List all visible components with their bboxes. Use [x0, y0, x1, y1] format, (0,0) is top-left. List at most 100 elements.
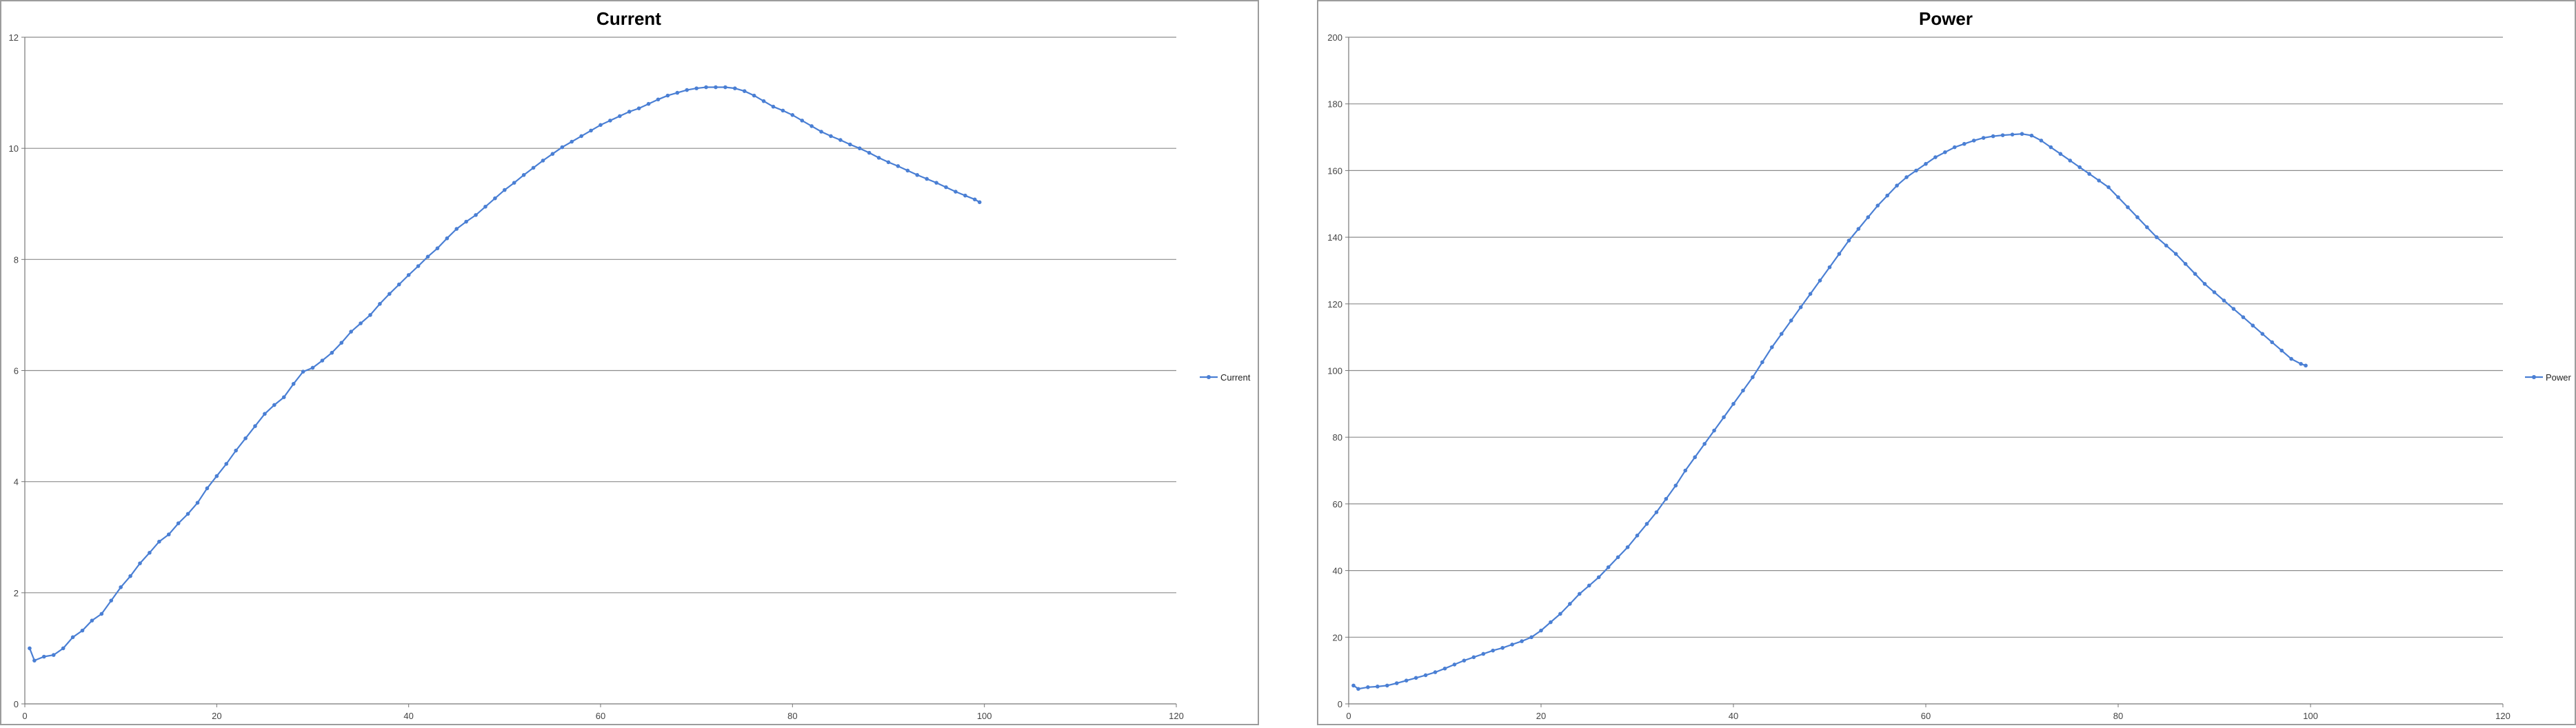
data-point: [464, 219, 468, 224]
data-point: [1779, 332, 1784, 336]
data-point: [1798, 305, 1803, 310]
data-point: [1924, 161, 1928, 166]
data-point: [214, 474, 219, 478]
data-point: [2106, 185, 2111, 190]
data-point: [1971, 139, 1976, 143]
data-point: [2135, 215, 2140, 219]
data-point: [1385, 683, 1389, 688]
data-point: [896, 164, 900, 168]
y-tick-label: 6: [14, 366, 19, 376]
data-point: [234, 448, 238, 453]
data-point: [1423, 673, 1428, 678]
data-point: [627, 110, 632, 114]
data-point: [1635, 534, 1640, 538]
data-point: [2010, 132, 2015, 136]
data-point: [1654, 510, 1659, 514]
data-point: [138, 561, 142, 565]
x-tick-label: 0: [22, 711, 27, 721]
data-point: [512, 181, 516, 185]
data-point: [301, 370, 305, 374]
data-point: [1491, 648, 1496, 653]
x-tick-label: 80: [2113, 711, 2123, 721]
data-point: [2145, 225, 2149, 230]
data-point: [636, 106, 641, 110]
data-point: [1933, 155, 1938, 159]
data-point: [1529, 635, 1533, 640]
data-point: [253, 424, 257, 428]
data-point: [867, 150, 872, 155]
data-point: [1943, 150, 1947, 154]
data-point: [1351, 683, 1356, 688]
y-tick-label: 0: [14, 699, 19, 709]
data-point: [2029, 133, 2034, 138]
data-point: [1904, 175, 1909, 179]
data-point: [281, 395, 286, 399]
data-point: [742, 89, 747, 93]
data-point: [646, 101, 651, 106]
data-point: [2251, 323, 2255, 328]
data-point: [454, 227, 459, 231]
data-point: [2270, 340, 2274, 345]
data-point: [359, 321, 363, 325]
data-point: [2164, 243, 2169, 247]
data-point: [2241, 315, 2246, 319]
data-point: [90, 618, 94, 623]
data-point: [503, 188, 507, 192]
y-tick-label: 12: [9, 32, 19, 43]
data-point: [32, 658, 37, 663]
data-point: [1568, 602, 1572, 606]
data-point: [1433, 670, 1438, 674]
data-point: [406, 273, 411, 277]
data-point: [2097, 179, 2101, 183]
data-point: [1587, 583, 1591, 588]
data-point: [915, 173, 920, 177]
y-tick-label: 8: [14, 254, 19, 265]
data-point: [560, 145, 565, 150]
data-point: [243, 436, 248, 441]
x-tick-label: 60: [596, 711, 605, 721]
data-point: [291, 382, 296, 386]
y-tick-label: 0: [1338, 699, 1342, 709]
data-point: [148, 551, 152, 555]
data-point: [185, 512, 190, 516]
data-point: [1394, 681, 1399, 685]
data-point: [166, 532, 171, 537]
data-point: [618, 114, 622, 119]
data-point: [829, 134, 833, 139]
data-point: [425, 254, 430, 259]
data-point: [1885, 193, 1889, 198]
data-point: [80, 628, 85, 633]
data-point: [1673, 483, 1678, 488]
data-point: [28, 646, 32, 651]
data-point: [1991, 134, 1995, 139]
data-point: [1404, 678, 1409, 682]
data-point: [972, 197, 977, 202]
data-point: [2260, 332, 2265, 336]
data-point: [2299, 362, 2303, 366]
data-point: [1760, 360, 1764, 365]
data-point: [771, 104, 776, 109]
y-tick-label: 40: [1333, 566, 1342, 576]
data-point: [1664, 496, 1669, 501]
data-point: [1856, 227, 1861, 231]
data-point: [2193, 272, 2197, 276]
chart-title: Power: [1919, 8, 1973, 29]
data-point: [905, 168, 910, 173]
data-point: [2222, 299, 2226, 303]
x-tick-label: 100: [977, 711, 992, 721]
data-point: [493, 196, 497, 201]
data-point: [977, 200, 982, 205]
data-point: [119, 585, 123, 589]
x-tick-label: 80: [787, 711, 797, 721]
data-point: [2231, 307, 2236, 311]
data-point: [790, 113, 795, 117]
y-tick-label: 4: [14, 477, 19, 487]
legend-marker: [1207, 375, 1211, 379]
data-point: [1962, 141, 1966, 146]
data-point: [2289, 356, 2293, 361]
data-point: [2020, 132, 2024, 136]
data-point: [531, 165, 536, 170]
data-point: [1452, 663, 1457, 667]
data-point: [1751, 375, 1755, 379]
data-point: [445, 236, 450, 241]
